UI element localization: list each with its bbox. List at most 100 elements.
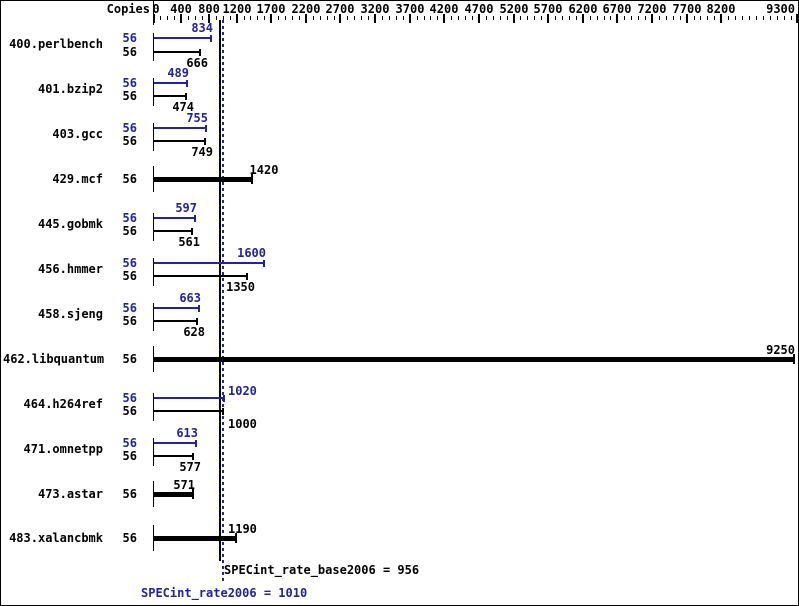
peak-bar-end-tick: [195, 440, 197, 447]
x-axis-minor-tick: [382, 16, 383, 20]
x-axis-tick-label: 6700: [602, 2, 632, 16]
base-value-label: 1350: [226, 280, 255, 294]
x-axis-minor-tick: [507, 16, 508, 20]
copies-value: 56: [122, 436, 137, 450]
base-bar: [154, 230, 192, 232]
x-axis-tick-label: 6200: [568, 2, 598, 16]
x-axis-tick-label: 4200: [429, 2, 459, 16]
x-axis-minor-tick: [389, 16, 390, 20]
base-bar: [154, 51, 200, 53]
x-axis-minor-tick: [486, 16, 487, 20]
x-axis-minor-tick: [638, 16, 639, 20]
bar-start-line: [153, 213, 154, 241]
x-axis-minor-tick: [174, 16, 175, 20]
benchmark-name: 401.bzip2: [37, 82, 103, 96]
x-axis-minor-tick: [791, 16, 792, 20]
copies-value: 56: [122, 121, 137, 135]
x-axis-minor-tick: [403, 16, 404, 20]
base-bar: [154, 492, 193, 497]
x-axis-minor-tick: [666, 16, 667, 20]
x-axis-tick-label: 1200: [222, 2, 252, 16]
x-axis-major-tick: [651, 14, 653, 23]
x-axis-minor-tick: [590, 16, 591, 20]
x-axis-minor-tick: [472, 16, 473, 20]
peak-bar-end-tick: [223, 395, 225, 402]
peak-bar: [154, 127, 206, 129]
base-bar-end-tick: [191, 228, 193, 235]
x-axis-major-tick: [208, 14, 210, 23]
x-axis-minor-tick: [604, 16, 605, 20]
peak-bar: [154, 307, 199, 309]
benchmark-name: 403.gcc: [52, 127, 103, 141]
x-axis-minor-tick: [520, 16, 521, 20]
x-axis-major-tick: [409, 14, 411, 23]
x-axis-minor-tick: [707, 16, 708, 20]
x-axis-major-tick: [686, 14, 688, 23]
x-axis-minor-tick: [749, 16, 750, 20]
x-axis-minor-tick: [244, 16, 245, 20]
peak-bar-end-tick: [198, 305, 200, 312]
x-axis-tick-label: 8200: [706, 2, 736, 16]
x-axis-tick-label: 1700: [256, 2, 286, 16]
base-bar-end-tick: [185, 93, 187, 100]
x-axis-minor-tick: [555, 16, 556, 20]
x-axis-minor-tick: [631, 16, 632, 20]
x-axis-minor-tick: [527, 16, 528, 20]
copies-value: 56: [122, 256, 137, 270]
bar-start-line: [153, 33, 154, 61]
peak-value-label: 1600: [237, 246, 266, 260]
x-axis-minor-tick: [576, 16, 577, 20]
peak-bar: [154, 442, 196, 444]
x-axis-minor-tick: [202, 16, 203, 20]
base-bar: [154, 95, 186, 97]
base-bar-end-tick: [251, 174, 253, 184]
base-bar-end-tick: [196, 318, 198, 325]
copies-value: 56: [122, 211, 137, 225]
copies-value: 56: [122, 301, 137, 315]
x-axis-minor-tick: [327, 16, 328, 20]
x-axis-minor-tick: [223, 16, 224, 20]
x-axis-major-tick: [180, 14, 182, 23]
x-axis-minor-tick: [264, 16, 265, 20]
peak-value-label: 834: [191, 21, 213, 35]
x-axis-tick-label: 7700: [672, 2, 702, 16]
copies-value: 56: [122, 76, 137, 90]
x-axis-minor-tick: [347, 16, 348, 20]
bar-start-line: [153, 166, 154, 192]
base-bar-end-tick: [222, 408, 224, 415]
x-axis-major-tick: [236, 14, 238, 23]
base-value-label: 1000: [228, 417, 257, 431]
base-value-label: 561: [178, 235, 200, 249]
x-axis-tick-label: 0: [152, 2, 160, 16]
x-axis-minor-tick: [763, 16, 764, 20]
base-value-label: 9250: [766, 343, 795, 357]
peak-bar-end-tick: [205, 125, 207, 132]
x-axis-minor-tick: [458, 16, 459, 20]
x-axis-minor-tick: [437, 16, 438, 20]
x-axis-minor-tick: [756, 16, 757, 20]
base-bar: [154, 177, 252, 182]
base-bar: [154, 320, 197, 322]
x-axis-minor-tick: [167, 16, 168, 20]
x-axis-minor-tick: [673, 16, 674, 20]
benchmark-name: 483.xalancbmk: [9, 531, 103, 545]
x-axis-tick-label: 7200: [637, 2, 667, 16]
copies-value: 56: [122, 89, 137, 103]
peak-value-label: 663: [179, 291, 201, 305]
x-axis-tick-label: 2200: [291, 2, 321, 16]
copies-value: 56: [122, 391, 137, 405]
benchmark-name: 429.mcf: [52, 172, 103, 186]
copies-value: 56: [122, 314, 137, 328]
x-axis-tick-label: 5700: [533, 2, 563, 16]
peak-bar: [154, 37, 211, 39]
x-axis-minor-tick: [597, 16, 598, 20]
benchmark-name: 473.astar: [37, 487, 103, 501]
x-axis-minor-tick: [645, 16, 646, 20]
base-value-label: 1190: [228, 522, 257, 536]
x-axis-minor-tick: [285, 16, 286, 20]
bar-start-line: [153, 78, 154, 106]
base-value-label: 1420: [249, 163, 279, 177]
copies-value: 56: [122, 224, 137, 238]
x-axis-minor-tick: [257, 16, 258, 20]
x-axis-minor-tick: [313, 16, 314, 20]
